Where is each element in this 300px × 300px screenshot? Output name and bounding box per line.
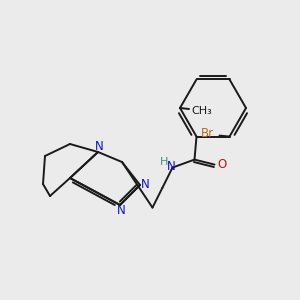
Text: O: O <box>217 158 226 171</box>
Text: N: N <box>167 160 176 173</box>
Text: CH₃: CH₃ <box>192 106 212 116</box>
Text: N: N <box>117 203 125 217</box>
Text: Br: Br <box>201 127 214 140</box>
Text: N: N <box>94 140 103 154</box>
Text: N: N <box>141 178 149 190</box>
Text: H: H <box>160 157 169 166</box>
